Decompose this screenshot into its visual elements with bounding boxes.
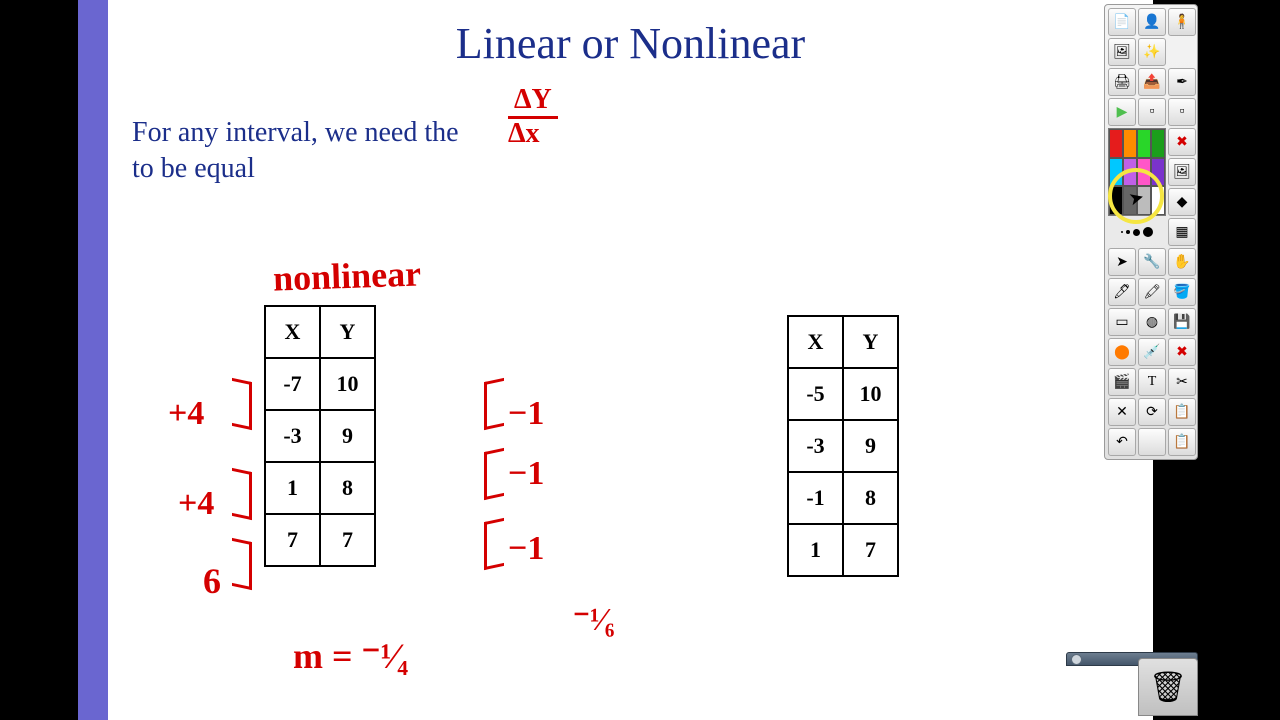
print-button[interactable]: 🖨 [1108,68,1136,96]
xtool-button[interactable]: ✕ [1108,398,1136,426]
trash-icon: 🗑 [1149,670,1187,705]
pageblank-button[interactable]: ▫ [1168,98,1196,126]
slope-fraction: ΔY Δx [508,85,558,150]
table-2-header-y: Y [843,316,898,368]
page-title: Linear or Nonlinear [108,18,1153,69]
color-swatch[interactable] [1151,129,1165,158]
image-button[interactable]: 🖼 [1168,158,1196,186]
tool-palette[interactable]: 📄👤🧍🖼✨🖨📤✒▶▫▫✖🖼◆▦➤🔧✋🖊🖍🪣▭◍💾⬤💉✖🎬T✂✕⟳📋↶📋 [1104,4,1198,460]
subtitle: For any interval, we need the to be equa… [132,115,459,188]
wrench-button[interactable]: 🔧 [1138,248,1166,276]
table-row: -39 [788,420,898,472]
color-swatch[interactable] [1123,129,1137,158]
table-1-header-y: Y [320,306,375,358]
table-2: X Y -510 -39 -18 17 [787,315,899,577]
annotation-dx-3: 6 [203,560,221,602]
subtitle-line1: For any interval, we need the [132,117,459,148]
color-swatch[interactable] [1151,186,1165,215]
table-2-header-x: X [788,316,843,368]
pen-style-button[interactable]: ✒ [1168,68,1196,96]
slope-numerator: ΔY [508,85,558,119]
subtitle-line2: to be equal [132,153,255,184]
color-swatch[interactable] [1123,158,1137,187]
annotation-side-fraction: ⁻¹⁄₆ [573,600,614,638]
save-button[interactable]: 💾 [1168,308,1196,336]
color-swatch[interactable] [1137,186,1151,215]
annotation-dy-3: −1 [508,530,544,568]
text-button[interactable]: T [1138,368,1166,396]
export-button[interactable]: 📤 [1138,68,1166,96]
bracket-left-1 [232,378,252,430]
picker-button[interactable]: 💉 [1138,338,1166,366]
color-palette[interactable] [1108,128,1166,216]
trash-dock[interactable]: 🗑 [1138,658,1198,716]
annotation-dy-1: −1 [508,395,544,433]
close-button[interactable]: ✖ [1168,338,1196,366]
color-swatch[interactable] [1151,158,1165,187]
table-1: X Y -710 -39 18 77 [264,305,376,567]
pointer-button[interactable]: ➤ [1108,248,1136,276]
bracket-right-2 [484,448,504,500]
slope-denominator: Δx [508,119,558,150]
clipboard-button[interactable]: 📋 [1168,398,1196,426]
color-swatch[interactable] [1137,158,1151,187]
annotation-dx-1: +4 [168,395,204,433]
paste-button[interactable]: 📋 [1168,428,1196,456]
color-swatch[interactable] [1109,158,1123,187]
undo-button[interactable]: ↶ [1108,428,1136,456]
app-frame: Linear or Nonlinear For any interval, we… [78,0,1153,720]
play-button[interactable]: ▶ [1108,98,1136,126]
annotation-slope-m: m = ⁻¹⁄₄ [293,635,408,677]
color-swatch[interactable] [1137,129,1151,158]
table-row: X Y [788,316,898,368]
table-row: 77 [265,514,375,566]
eraser-button[interactable]: ▭ [1108,308,1136,336]
color-swatch[interactable] [1109,129,1123,158]
background-button[interactable]: 🖼 [1108,38,1136,66]
clapper-button[interactable]: 🎬 [1108,368,1136,396]
bracket-right-1 [484,378,504,430]
circle-button[interactable]: ⬤ [1108,338,1136,366]
new-page-button[interactable]: 📄 [1108,8,1136,36]
table-row: X Y [265,306,375,358]
fill-button[interactable]: ◍ [1138,308,1166,336]
highlighter-button[interactable]: 🖊 [1108,278,1136,306]
bucket-button[interactable]: 🪣 [1168,278,1196,306]
color-swatch[interactable] [1123,186,1137,215]
erase-page-button[interactable]: ✨ [1138,38,1166,66]
table-row: -710 [265,358,375,410]
toolbar-button[interactable] [1138,428,1166,456]
table-row: -510 [788,368,898,420]
table-row: 17 [788,524,898,576]
color-swatch[interactable] [1109,186,1123,215]
marker-button[interactable]: 🖍 [1138,278,1166,306]
hand-button[interactable]: ✋ [1168,248,1196,276]
table-row: -18 [788,472,898,524]
annotation-dy-2: −1 [508,455,544,493]
scissors-button[interactable]: ✂ [1168,368,1196,396]
refresh-button[interactable]: ⟳ [1138,398,1166,426]
bracket-right-3 [484,518,504,570]
table-row: -39 [265,410,375,462]
pen-size-selector[interactable] [1108,218,1166,246]
whiteboard[interactable]: Linear or Nonlinear For any interval, we… [108,0,1153,720]
delete-button[interactable]: ✖ [1168,128,1196,156]
annotation-dx-2: +4 [178,485,214,523]
table-row: 18 [265,462,375,514]
table-1-header-x: X [265,306,320,358]
shapes-button[interactable]: ◆ [1168,188,1196,216]
profile-button[interactable]: 👤 [1138,8,1166,36]
page-button[interactable]: ▫ [1138,98,1166,126]
annotation-nonlinear: nonlinear [272,252,421,299]
presenter-button[interactable]: 🧍 [1168,8,1196,36]
bracket-left-3 [232,538,252,590]
grid-button[interactable]: ▦ [1168,218,1196,246]
bracket-left-2 [232,468,252,520]
